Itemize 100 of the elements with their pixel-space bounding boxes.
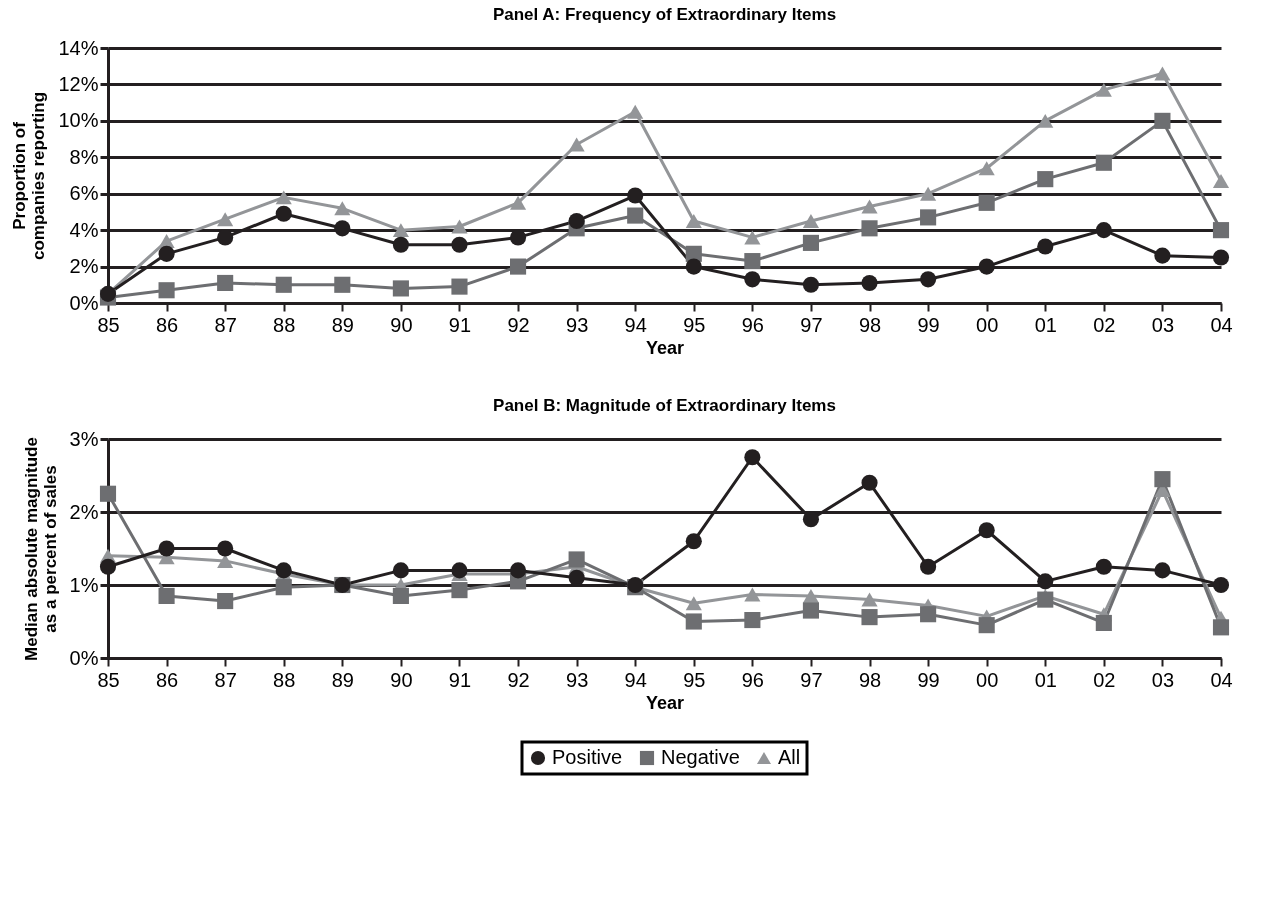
x-tick-label: 89 [331,668,354,691]
point [802,588,820,603]
point [509,562,527,579]
point [275,190,292,205]
x-tick-label: 03 [1151,668,1175,691]
x-tick-label: 89 [331,313,354,336]
point [158,540,175,557]
point [392,236,409,253]
x-tick-label: 91 [448,313,472,336]
point [920,186,937,201]
x-tick-label: 87 [214,313,237,336]
x-tick-label: 02 [1093,313,1116,336]
point [509,258,527,275]
point [275,579,292,596]
y-tick-label: 14% [58,36,99,59]
chart-title: Panel B: Magnitude of Extraordinary Items [493,396,836,415]
x-tick-label: 90 [390,313,413,336]
x-tick-label: 97 [800,313,823,336]
x-tick-label: 94 [624,668,647,691]
point [392,223,409,238]
point [1212,619,1230,636]
y-tick-label: 10% [58,109,99,132]
point [685,533,702,550]
x-tick-label: 86 [155,668,179,691]
point [920,558,937,575]
y-tick-label: 2% [69,500,99,523]
point [1095,154,1112,171]
point [275,562,292,579]
point [920,209,937,226]
point [685,214,702,229]
point [451,582,468,599]
point [1154,66,1171,81]
x-tick-label: 94 [624,313,647,336]
point [1212,222,1230,239]
point [1037,113,1054,128]
x-tick-label: 04 [1210,668,1233,691]
point [568,137,585,152]
point [861,609,878,626]
point [217,593,234,610]
point [744,587,761,602]
chart-title: Panel A: Frequency of Extraordinary Items [492,5,837,24]
point [451,219,468,234]
point [744,611,761,629]
x-tick-label: 02 [1093,668,1116,691]
x-tick-label: 97 [800,668,823,691]
point [861,220,878,237]
point [920,606,937,623]
x-tick-label: 99 [917,668,940,691]
point [978,617,995,634]
point [627,104,644,119]
point [392,280,409,297]
point [509,195,527,210]
point [1095,82,1112,97]
y-axis-title: Proportion of companies reporting [10,91,49,261]
point [1212,249,1230,266]
point [568,551,585,568]
point [99,485,117,502]
point [1095,558,1112,575]
point [627,187,644,204]
point [1037,171,1054,188]
point [158,282,175,299]
x-tick-label: 88 [273,313,296,336]
x-tick-label: 98 [858,668,882,691]
point [978,194,995,211]
x-tick-label: 95 [683,668,706,691]
point [1037,591,1054,608]
legend-label: Negative [661,746,740,768]
y-tick-label: 8% [69,145,99,168]
point [217,274,234,292]
x-axis-title: Year [645,692,685,713]
point [744,253,761,270]
point [861,592,878,607]
point [978,522,995,539]
point [1154,112,1171,129]
point [627,207,644,224]
y-tick-label: 4% [69,218,99,241]
point [99,558,117,575]
x-tick-label: 87 [214,668,237,691]
point [1095,614,1112,632]
y-tick-label: 1% [69,573,99,596]
point [217,212,234,227]
point [685,245,702,262]
point [217,540,234,557]
legend-label: Positive [552,746,623,768]
x-tick-label: 03 [1151,313,1175,336]
point [685,613,702,630]
point [1154,562,1171,579]
point [802,602,820,619]
point [392,587,409,605]
legend-label: All [778,746,801,768]
point [744,271,761,288]
x-tick-label: 00 [976,313,999,336]
point [744,230,761,245]
point [158,245,175,262]
y-tick-label: 2% [69,255,99,278]
point [1212,173,1230,188]
y-axis-title: Median absolute magnitude as a percent of sales [21,437,60,661]
point [802,214,820,229]
point [451,236,468,253]
point [1212,576,1230,594]
